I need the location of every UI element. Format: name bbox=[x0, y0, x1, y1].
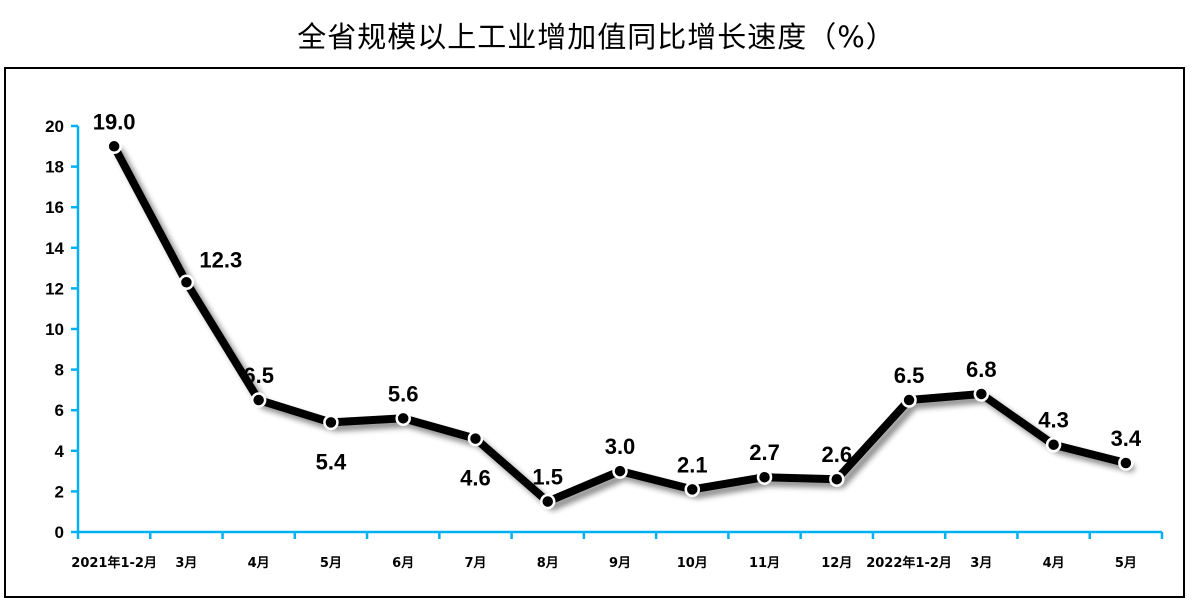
chart-title: 全省规模以上工业增加值同比增长速度（%） bbox=[297, 20, 896, 54]
x-tick-label: 5月 bbox=[320, 556, 342, 571]
data-point-marker bbox=[106, 138, 122, 155]
data-point-marker bbox=[395, 410, 411, 427]
data-point-marker bbox=[1045, 436, 1062, 453]
x-tick-label: 4月 bbox=[1043, 556, 1065, 571]
y-tick-label: 0 bbox=[55, 523, 64, 542]
data-label: 2.7 bbox=[749, 440, 780, 465]
data-point-marker bbox=[178, 274, 195, 291]
y-tick-label: 12 bbox=[45, 279, 64, 298]
data-label: 5.6 bbox=[388, 381, 419, 406]
x-tick-label: 10月 bbox=[677, 556, 708, 571]
data-label: 1.5 bbox=[532, 465, 563, 490]
x-tick-label: 12月 bbox=[821, 556, 852, 571]
x-tick-label: 5月 bbox=[1115, 556, 1137, 571]
y-tick-label: 6 bbox=[55, 401, 64, 420]
x-tick-label: 3月 bbox=[970, 556, 992, 571]
x-tick-label: 7月 bbox=[464, 556, 486, 571]
data-point-marker bbox=[756, 469, 773, 485]
data-point-marker bbox=[901, 392, 917, 408]
data-label: 6.5 bbox=[243, 363, 274, 388]
y-tick-label: 20 bbox=[45, 117, 64, 136]
data-label: 3.4 bbox=[1111, 426, 1142, 451]
data-label: 5.4 bbox=[316, 449, 347, 474]
x-tick-label: 11月 bbox=[749, 556, 780, 571]
data-label: 12.3 bbox=[199, 247, 242, 272]
y-tick-label: 10 bbox=[45, 320, 64, 339]
x-tick-label: 2022年1-2月 bbox=[866, 555, 952, 571]
data-label: 2.1 bbox=[677, 452, 708, 477]
data-point-marker bbox=[829, 471, 845, 487]
data-point-marker bbox=[467, 430, 484, 447]
data-point-marker bbox=[250, 392, 267, 408]
data-label: 3.0 bbox=[605, 434, 636, 459]
data-label: 19.0 bbox=[93, 109, 136, 134]
x-tick-label: 8月 bbox=[537, 556, 559, 571]
x-tick-label: 3月 bbox=[175, 556, 197, 571]
y-tick-label: 14 bbox=[45, 239, 64, 258]
data-label: 4.3 bbox=[1038, 408, 1069, 433]
data-point-marker bbox=[323, 414, 339, 431]
data-label: 6.5 bbox=[894, 363, 925, 388]
data-point-marker bbox=[539, 493, 556, 510]
y-tick-label: 18 bbox=[45, 158, 64, 177]
y-tick-label: 8 bbox=[55, 361, 64, 380]
x-tick-label: 2021年1-2月 bbox=[71, 555, 157, 571]
data-point-marker bbox=[684, 481, 701, 498]
data-point-marker bbox=[1118, 455, 1134, 471]
chart-frame bbox=[4, 67, 1185, 598]
data-label: 4.6 bbox=[460, 466, 491, 491]
data-point-marker bbox=[973, 386, 990, 402]
y-tick-label: 16 bbox=[45, 198, 64, 217]
data-point-marker bbox=[612, 463, 628, 479]
x-tick-label: 9月 bbox=[609, 556, 631, 571]
x-tick-label: 6月 bbox=[392, 556, 414, 571]
x-tick-label: 4月 bbox=[248, 556, 270, 571]
y-tick-label: 4 bbox=[55, 442, 65, 461]
data-label: 2.6 bbox=[822, 442, 853, 467]
data-label: 6.8 bbox=[966, 357, 997, 382]
y-tick-label: 2 bbox=[55, 482, 64, 501]
